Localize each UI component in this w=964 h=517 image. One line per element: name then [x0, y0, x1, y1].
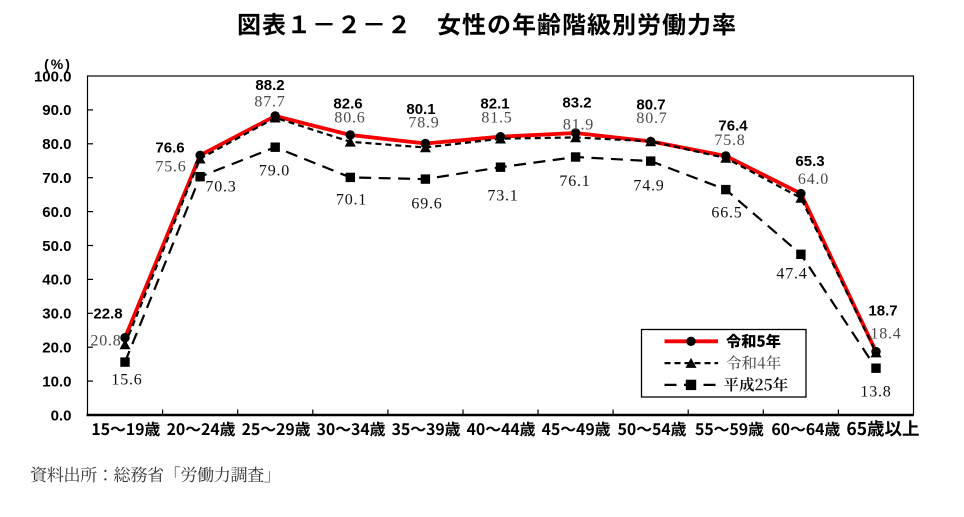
svg-text:18.4: 18.4 [870, 326, 901, 343]
svg-text:100.0: 100.0 [34, 68, 72, 85]
svg-text:76.4: 76.4 [718, 117, 748, 134]
svg-text:78.9: 78.9 [408, 115, 439, 132]
svg-text:87.7: 87.7 [254, 94, 285, 111]
svg-text:15.6: 15.6 [111, 372, 142, 389]
svg-text:20.8: 20.8 [90, 333, 121, 350]
svg-text:70.0: 70.0 [42, 170, 71, 187]
svg-text:80.7: 80.7 [636, 110, 667, 127]
svg-text:76.1: 76.1 [559, 173, 590, 190]
svg-text:50.0: 50.0 [42, 238, 71, 255]
svg-text:30.0: 30.0 [42, 306, 71, 323]
svg-text:64.0: 64.0 [798, 171, 829, 188]
svg-text:65.3: 65.3 [795, 153, 824, 170]
svg-text:80.0: 80.0 [42, 136, 71, 153]
svg-text:0.0: 0.0 [51, 407, 72, 424]
svg-text:66.5: 66.5 [711, 205, 742, 222]
svg-text:83.2: 83.2 [562, 94, 591, 111]
svg-text:10.0: 10.0 [42, 373, 71, 390]
svg-text:13.8: 13.8 [860, 384, 891, 401]
svg-text:47.4: 47.4 [776, 266, 807, 283]
svg-text:81.9: 81.9 [563, 117, 594, 134]
svg-text:22.8: 22.8 [93, 305, 122, 322]
svg-text:18.7: 18.7 [868, 302, 897, 319]
svg-text:76.6: 76.6 [155, 139, 184, 156]
svg-text:81.5: 81.5 [481, 110, 512, 127]
svg-text:75.6: 75.6 [155, 159, 186, 176]
svg-text:79.0: 79.0 [259, 163, 290, 180]
svg-text:74.9: 74.9 [633, 178, 664, 195]
svg-text:80.1: 80.1 [406, 101, 435, 118]
svg-text:60.0: 60.0 [42, 204, 71, 221]
svg-text:82.1: 82.1 [480, 95, 509, 112]
svg-text:82.6: 82.6 [333, 95, 362, 112]
svg-text:80.7: 80.7 [636, 96, 665, 113]
svg-text:70.1: 70.1 [336, 192, 367, 209]
svg-text:90.0: 90.0 [42, 102, 71, 119]
svg-text:73.1: 73.1 [487, 188, 518, 205]
svg-text:(%): (%) [44, 56, 72, 72]
svg-text:80.6: 80.6 [334, 110, 365, 127]
svg-text:69.6: 69.6 [411, 196, 442, 213]
svg-text:88.2: 88.2 [255, 77, 284, 94]
svg-text:40.0: 40.0 [42, 272, 71, 289]
svg-text:75.8: 75.8 [714, 132, 745, 149]
svg-text:70.3: 70.3 [205, 179, 236, 196]
svg-text:20.0: 20.0 [42, 340, 71, 357]
